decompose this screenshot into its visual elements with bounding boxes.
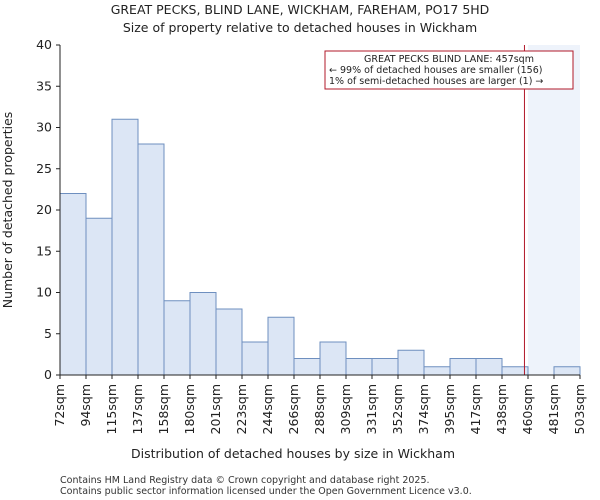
- bar-180sqm: [189, 292, 217, 376]
- footer-line2: Contains public sector information licen…: [60, 486, 472, 497]
- x-tick-label: 460sqm: [520, 384, 535, 434]
- bar-395sqm: [449, 358, 477, 376]
- bars-group: [59, 118, 581, 376]
- x-tick-label: 158sqm: [156, 384, 171, 434]
- x-tick-label: 72sqm: [52, 384, 67, 427]
- x-tick-label: 94sqm: [78, 384, 93, 427]
- bar-137sqm: [137, 143, 165, 376]
- bar-288sqm: [319, 341, 347, 376]
- y-tick-label: 20: [36, 202, 52, 217]
- x-tick-label: 503sqm: [572, 384, 587, 434]
- y-tick-label: 35: [36, 78, 52, 93]
- bar-115sqm: [111, 118, 139, 376]
- annotation-box: GREAT PECKS BLIND LANE: 457sqm ← 99% of …: [324, 50, 574, 90]
- y-tick-label: 15: [36, 243, 52, 258]
- y-ticks-group: 0 5 10 15 20 25 30 35 40: [36, 37, 60, 382]
- bar-158sqm: [163, 300, 191, 376]
- x-tick-label: 115sqm: [104, 384, 119, 434]
- x-ticks-group: 72sqm 94sqm 115sqm 137sqm 158sqm 180sqm 201sqm…: [52, 375, 587, 434]
- bar-417sqm: [475, 358, 503, 376]
- bar-309sqm: [345, 358, 373, 376]
- bar-481sqm: [553, 366, 581, 376]
- x-tick-label: 438sqm: [494, 384, 509, 434]
- chart-title-line1: GREAT PECKS, BLIND LANE, WICKHAM, FAREHA…: [111, 2, 490, 17]
- bar-223sqm: [241, 341, 269, 376]
- bar-352sqm: [397, 349, 425, 376]
- bar-201sqm: [215, 308, 243, 376]
- x-tick-label: 352sqm: [390, 384, 405, 434]
- x-tick-label: 223sqm: [234, 384, 249, 434]
- x-tick-label: 331sqm: [364, 384, 379, 434]
- y-axis-label: Number of detached properties: [0, 112, 15, 309]
- annotation-line2: ← 99% of detached houses are smaller (15…: [329, 65, 542, 76]
- x-tick-label: 395sqm: [442, 384, 457, 434]
- y-tick-label: 40: [36, 37, 52, 52]
- plot-area: 0 5 10 15 20 25 30 35 40 72sqm 94sqm 115sqm 137sqm 1…: [36, 37, 587, 434]
- x-tick-label: 374sqm: [416, 384, 431, 434]
- x-tick-label: 201sqm: [208, 384, 223, 434]
- x-tick-label: 481sqm: [546, 384, 561, 434]
- bar-266sqm: [293, 358, 321, 376]
- chart-title-line2: Size of property relative to detached ho…: [123, 20, 477, 35]
- bar-72sqm: [59, 193, 87, 376]
- annotation-line3: 1% of semi-detached houses are larger (1…: [329, 76, 543, 87]
- annotation-border: [324, 50, 574, 90]
- bar-331sqm: [371, 358, 399, 376]
- x-tick-label: 288sqm: [312, 384, 327, 434]
- y-tick-label: 30: [36, 120, 52, 135]
- y-tick-label: 0: [44, 367, 52, 382]
- bar-374sqm: [423, 366, 451, 376]
- x-tick-label: 244sqm: [260, 384, 275, 434]
- x-tick-label: 137sqm: [130, 384, 145, 434]
- highlight-region: [528, 45, 580, 375]
- x-tick-label: 417sqm: [468, 384, 483, 434]
- bar-94sqm: [85, 217, 113, 376]
- bar-244sqm: [267, 316, 295, 376]
- x-tick-label: 266sqm: [286, 384, 301, 434]
- y-tick-label: 5: [44, 326, 52, 341]
- y-tick-label: 25: [36, 161, 52, 176]
- x-tick-label: 180sqm: [182, 384, 197, 434]
- footer-line1: Contains HM Land Registry data © Crown c…: [60, 475, 430, 486]
- y-tick-label: 10: [36, 285, 52, 300]
- x-axis-label: Distribution of detached houses by size …: [131, 446, 455, 461]
- annotation-line1: GREAT PECKS BLIND LANE: 457sqm: [364, 54, 534, 65]
- x-tick-label: 309sqm: [338, 384, 353, 434]
